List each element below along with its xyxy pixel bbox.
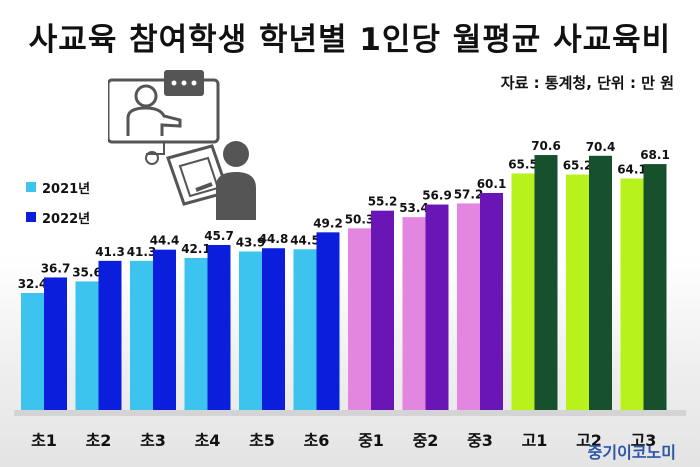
data-label: 45.7 — [204, 229, 234, 243]
legend-swatch-2022 — [26, 212, 36, 222]
chart-baseline — [14, 410, 686, 416]
category-label: 고2 — [576, 431, 602, 450]
bar-2022-2 — [98, 260, 122, 410]
data-label: 60.1 — [477, 177, 507, 191]
category-label: 초6 — [304, 431, 330, 450]
data-label: 41.3 — [95, 245, 125, 259]
student-head — [223, 141, 249, 167]
bar-2022-5 — [262, 248, 285, 410]
category-label: 중2 — [413, 431, 439, 450]
data-label: 50.3 — [345, 212, 375, 226]
category-label: 초1 — [31, 431, 57, 450]
data-label: 55.2 — [368, 195, 398, 209]
bar-2022-9 — [480, 192, 503, 410]
data-label: 44.5 — [290, 233, 320, 247]
legend-label: 2022년 — [42, 211, 91, 227]
bar-2021-7 — [348, 228, 371, 410]
data-label: 65.2 — [563, 159, 593, 173]
brand-logo: 중기이코노미 — [587, 443, 676, 462]
teacher-head — [134, 84, 158, 108]
legend: 2021년 2022년 — [26, 172, 90, 232]
data-label: 49.2 — [313, 216, 343, 230]
bar-2021-8 — [402, 217, 426, 410]
source-note: 자료 : 통계청, 단위 : 만 원 — [500, 74, 674, 92]
data-label: 65.5 — [508, 157, 538, 171]
category-label: 고3 — [631, 431, 657, 450]
category-label: 초5 — [249, 431, 275, 450]
chart-title: 사교육 참여학생 학년별 1인당 월평균 사교육비 — [28, 22, 672, 58]
bar-2021-10 — [511, 173, 535, 410]
category-label: 중1 — [358, 431, 384, 450]
category-label: 고1 — [522, 431, 548, 450]
bar-2021-3 — [130, 260, 153, 410]
category-label: 초3 — [140, 431, 166, 450]
data-label: 64.1 — [617, 163, 647, 177]
bar-2022-11 — [589, 155, 612, 410]
bar-2022-6 — [316, 232, 340, 410]
data-label: 53.4 — [399, 201, 429, 215]
bar-2021-1 — [21, 293, 44, 410]
data-label: 44.4 — [150, 234, 180, 248]
legend-item-2022: 2022년 — [26, 202, 90, 232]
data-label: 42.1 — [181, 242, 211, 256]
bar-2021-12 — [620, 178, 644, 410]
bar-2021-2 — [75, 281, 99, 410]
data-label: 57.2 — [454, 187, 484, 201]
category-label: 초2 — [86, 431, 112, 450]
bar-2021-6 — [293, 249, 317, 410]
bar-2021-5 — [239, 251, 262, 410]
bar-2022-12 — [643, 164, 667, 410]
bar-2021-4 — [184, 257, 208, 410]
bar-2021-11 — [566, 174, 589, 410]
data-label: 68.1 — [640, 148, 670, 162]
data-label: 70.4 — [586, 140, 616, 154]
bar-2022-8 — [425, 204, 449, 410]
category-label: 초4 — [195, 431, 221, 450]
category-label: 중3 — [467, 431, 493, 450]
tutoring-online-icon — [108, 70, 256, 220]
bar-2022-7 — [371, 210, 394, 410]
legend-label: 2021년 — [42, 181, 91, 197]
data-label: 44.8 — [259, 232, 289, 246]
data-label: 41.3 — [127, 245, 157, 259]
bar-2022-10 — [534, 155, 558, 410]
data-label: 32.4 — [18, 277, 48, 291]
data-label: 35.6 — [72, 265, 102, 279]
data-label: 43.9 — [236, 235, 266, 249]
legend-item-2021: 2021년 — [26, 172, 90, 202]
data-label: 70.6 — [531, 139, 561, 153]
bar-2022-4 — [207, 244, 231, 410]
data-label: 56.9 — [422, 189, 452, 203]
bar-2021-9 — [457, 203, 480, 410]
data-label: 36.7 — [41, 261, 71, 275]
bar-2022-1 — [44, 277, 67, 410]
legend-swatch-2021 — [26, 182, 36, 192]
bar-2022-3 — [153, 249, 176, 410]
